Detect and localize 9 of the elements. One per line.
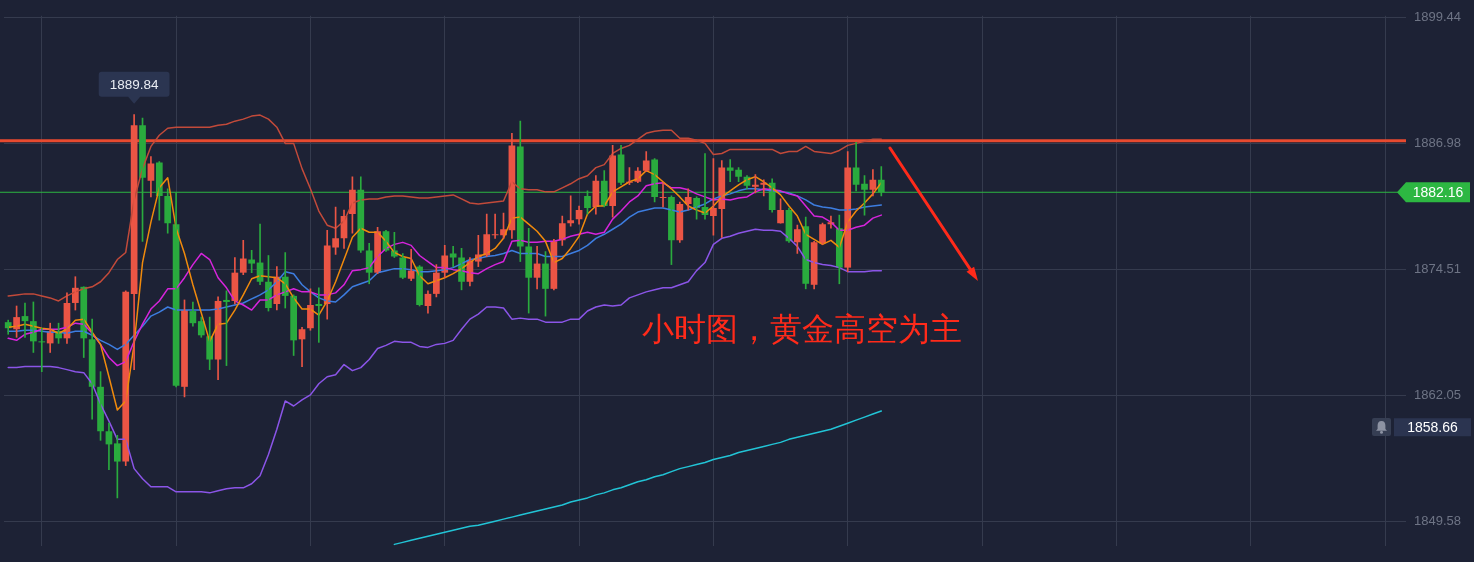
y-tick-label: 1849.58 <box>1414 512 1461 528</box>
annotation: 小时图，黄金高空为主 <box>642 309 962 348</box>
text: 1858.66 <box>1407 419 1459 436</box>
y-tick-label: 1862.05 <box>1414 386 1461 402</box>
y-tick-label: 1886.98 <box>1414 135 1461 151</box>
y-tick-label: 1874.51 <box>1414 261 1461 277</box>
annotation: 1889.84 <box>109 76 160 92</box>
y-tick-label: 1899.44 <box>1414 9 1461 25</box>
ref-line-label: 1882.16 <box>1412 184 1464 201</box>
